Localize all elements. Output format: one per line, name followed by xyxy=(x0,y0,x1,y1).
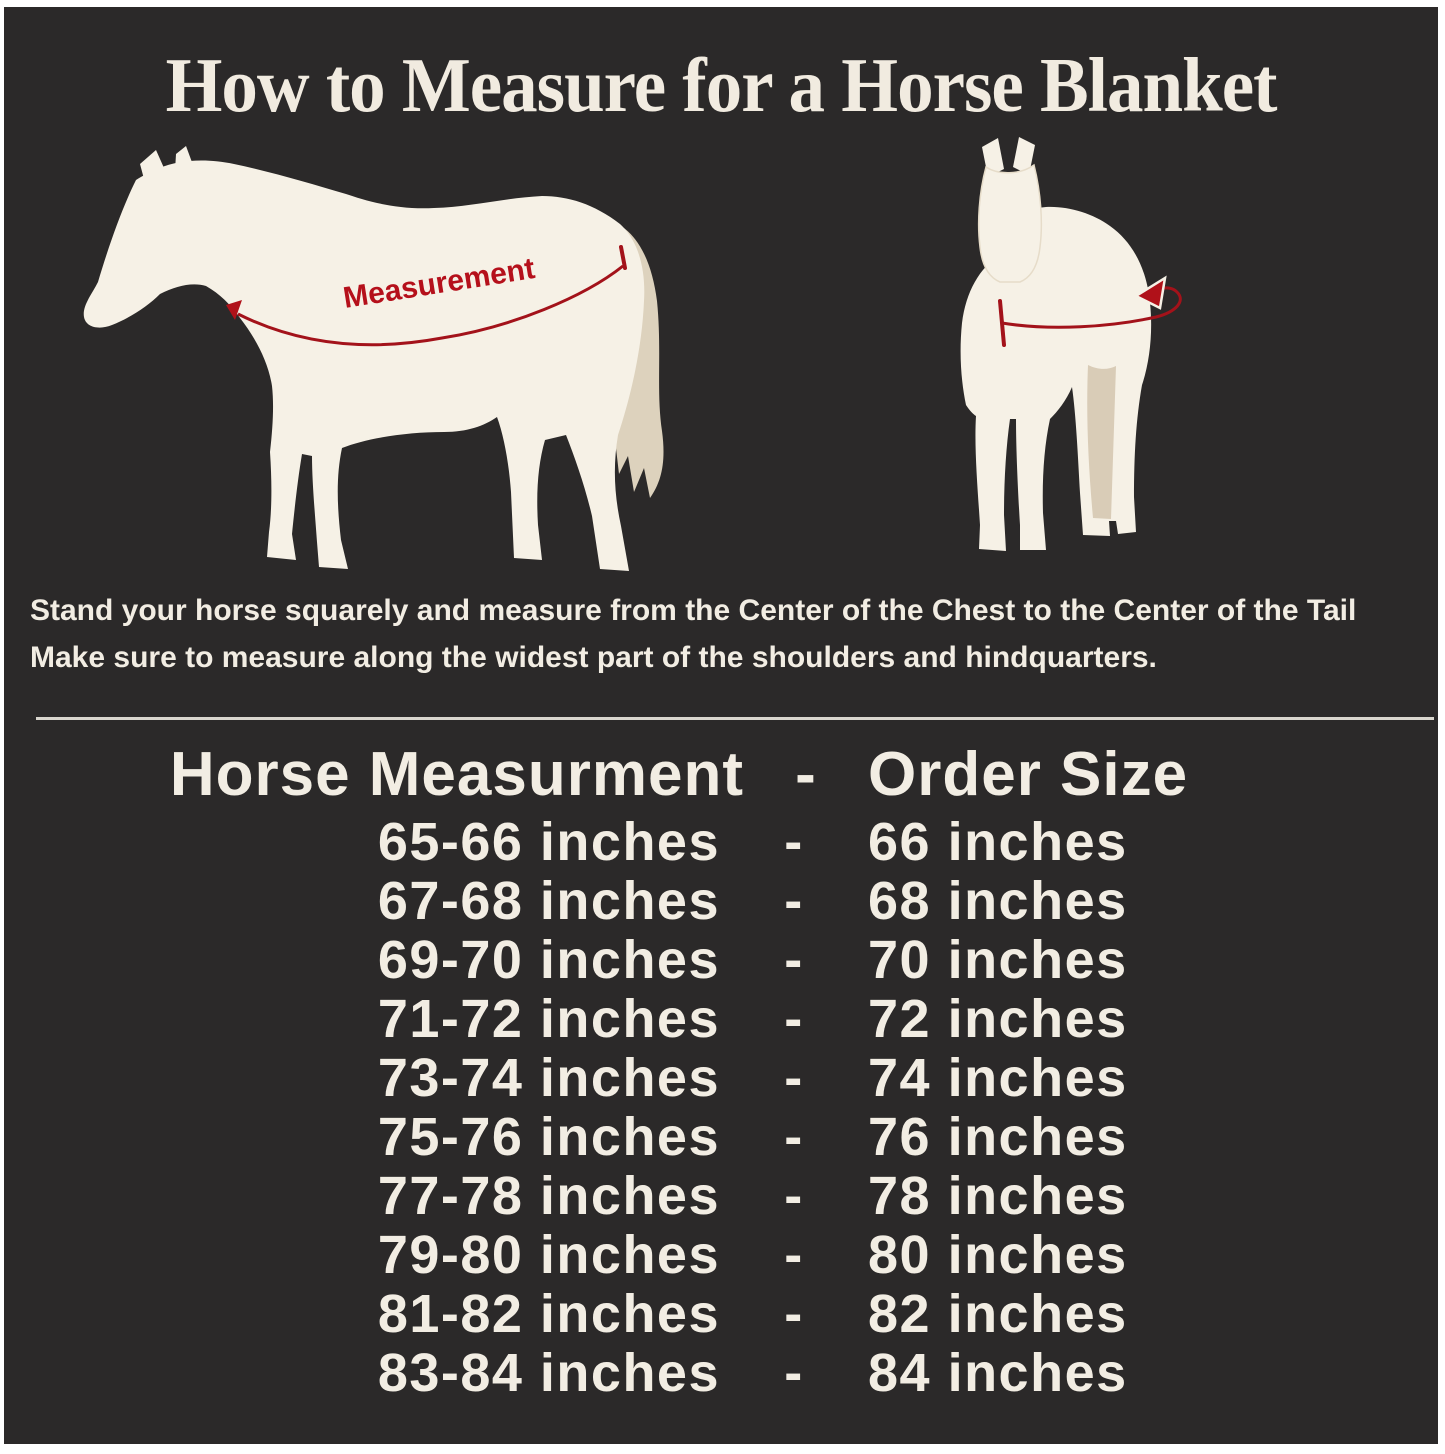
table-row: 83-84 inches - 84 inches xyxy=(4,1344,1438,1403)
girth-arrowhead-icon xyxy=(1133,275,1167,310)
horse-leg-shading xyxy=(1087,365,1116,519)
front-horse-illustration xyxy=(960,137,1182,551)
infographic-panel: How to Measure for a Horse Blanket Measu… xyxy=(4,7,1438,1444)
horse-measurement-value: 67-68 inches xyxy=(377,871,720,931)
table-row: 65-66 inches - 66 inches xyxy=(4,813,1438,872)
row-separator: - xyxy=(784,1284,804,1344)
horse-measurement-value: 77-78 inches xyxy=(377,1166,720,1226)
page-title: How to Measure for a Horse Blanket xyxy=(165,41,1278,128)
row-separator: - xyxy=(784,1048,804,1108)
size-table: Horse Measurment - Order Size 65-66 inch… xyxy=(4,740,1438,1403)
table-row: 77-78 inches - 78 inches xyxy=(4,1167,1438,1226)
row-separator: - xyxy=(784,1166,804,1226)
order-size-value: 68 inches xyxy=(868,871,1128,931)
header-horse-measurement: Horse Measurment xyxy=(169,740,744,809)
table-row: 79-80 inches - 80 inches xyxy=(4,1226,1438,1285)
table-row: 67-68 inches - 68 inches xyxy=(4,872,1438,931)
order-size-value: 80 inches xyxy=(868,1225,1128,1285)
row-separator: - xyxy=(784,812,804,872)
order-size-value: 78 inches xyxy=(868,1166,1128,1226)
header-separator: - xyxy=(795,740,817,809)
horse-measurement-value: 69-70 inches xyxy=(377,930,720,990)
order-size-value: 66 inches xyxy=(868,812,1128,872)
table-row: 81-82 inches - 82 inches xyxy=(4,1285,1438,1344)
divider-line xyxy=(36,717,1434,720)
horse-measurement-value: 79-80 inches xyxy=(377,1225,720,1285)
table-row: 73-74 inches - 74 inches xyxy=(4,1049,1438,1108)
row-separator: - xyxy=(784,1225,804,1285)
horse-measurement-value: 71-72 inches xyxy=(377,989,720,1049)
header-order-size: Order Size xyxy=(868,740,1189,809)
measurement-line xyxy=(237,264,624,347)
table-header: Horse Measurment - Order Size xyxy=(4,740,1438,810)
order-size-value: 82 inches xyxy=(868,1284,1128,1344)
instructions: Stand your horse squarely and measure fr… xyxy=(30,587,1430,681)
row-separator: - xyxy=(784,1107,804,1167)
measurement-start-arrow-icon xyxy=(226,300,242,320)
girth-line xyxy=(1001,286,1182,329)
table-row: 69-70 inches - 70 inches xyxy=(4,931,1438,990)
horse-measurement-value: 65-66 inches xyxy=(377,812,720,872)
order-size-value: 84 inches xyxy=(868,1343,1128,1403)
measurement-end-tick xyxy=(619,245,627,270)
table-row: 75-76 inches - 76 inches xyxy=(4,1108,1438,1167)
row-separator: - xyxy=(784,1343,804,1403)
horse-measurement-value: 83-84 inches xyxy=(377,1343,720,1403)
row-separator: - xyxy=(784,989,804,1049)
table-row: 71-72 inches - 72 inches xyxy=(4,990,1438,1049)
order-size-value: 76 inches xyxy=(868,1107,1128,1167)
order-size-value: 70 inches xyxy=(868,930,1128,990)
horse-measurement-value: 73-74 inches xyxy=(377,1048,720,1108)
row-separator: - xyxy=(784,871,804,931)
horse-measurement-value: 75-76 inches xyxy=(377,1107,720,1167)
row-separator: - xyxy=(784,930,804,990)
order-size-value: 74 inches xyxy=(868,1048,1128,1108)
side-horse-illustration: Measurement xyxy=(83,146,664,571)
horse-body xyxy=(83,160,645,571)
instruction-line-1: Stand your horse squarely and measure fr… xyxy=(30,594,1357,627)
horse-measurement-value: 81-82 inches xyxy=(377,1284,720,1344)
order-size-value: 72 inches xyxy=(868,989,1128,1049)
instruction-line-2: Make sure to measure along the widest pa… xyxy=(30,641,1157,674)
horse-ears xyxy=(982,137,1035,177)
horse-head xyxy=(977,163,1043,283)
